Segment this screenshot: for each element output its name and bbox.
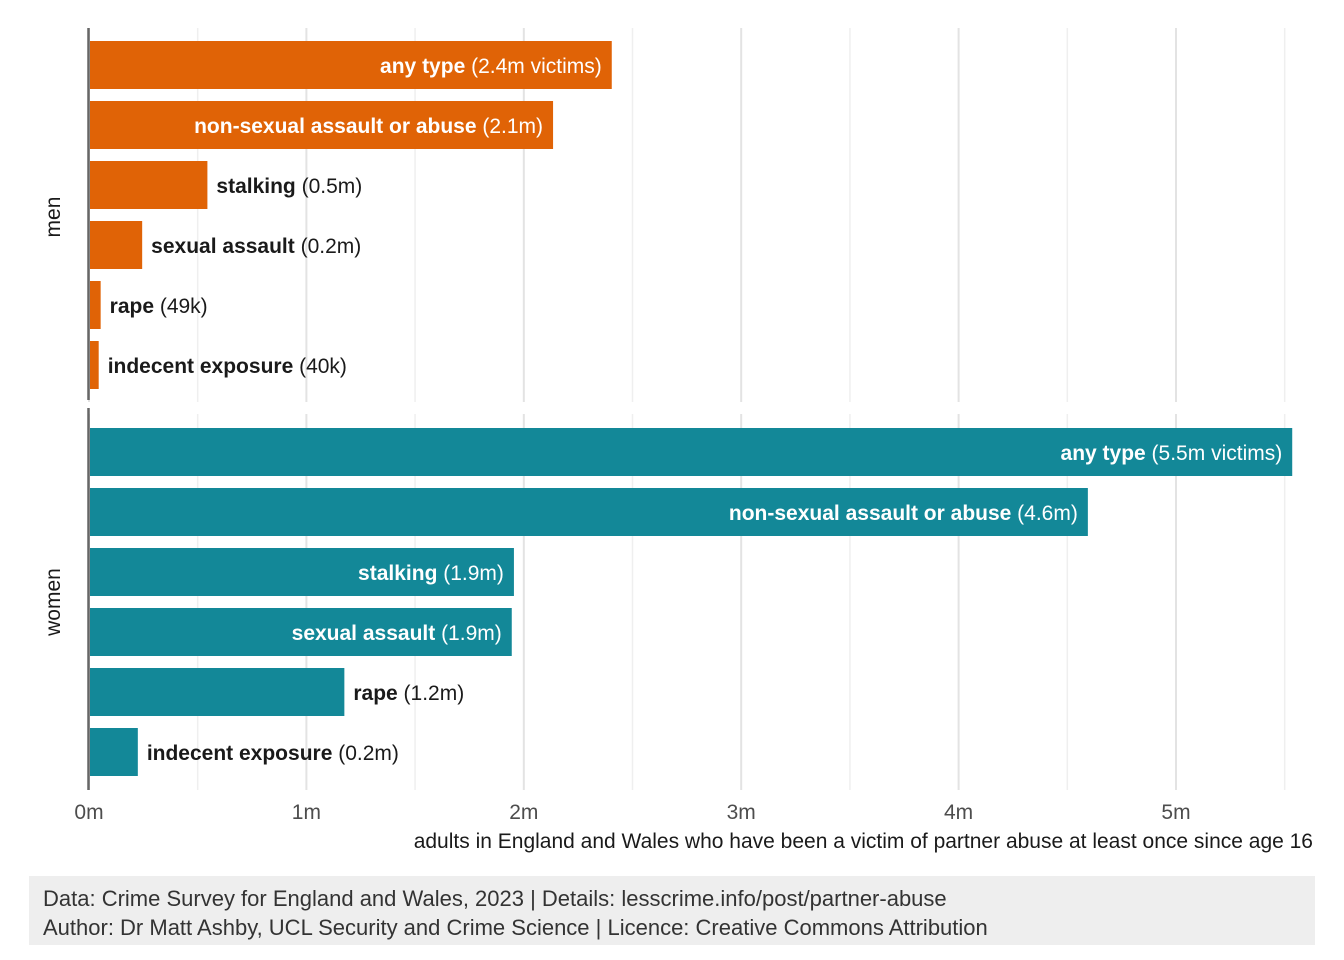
bar-label: any type (2.4m victims) [380,55,602,78]
bar-category-label: sexual assault [292,622,436,645]
bar-category-label: stalking [358,562,437,585]
panel-men: men any type (2.4m victims) non-sexual ass… [42,28,612,400]
chart-caption: Data: Crime Survey for England and Wales… [29,876,1315,945]
x-axis: 0m 1m 2m 3m 4m 5m [74,801,1190,824]
bar-category-label: sexual assault [151,235,295,258]
bar-label: any type (5.5m victims) [1061,442,1283,465]
bar-women-indecent-exposure [90,728,138,776]
x-tick-label: 4m [944,801,973,824]
bar-women-sexual-assault [90,608,512,656]
facet-gap [60,402,1320,414]
bar-value-label: (1.2m) [398,682,465,705]
bar-category-label: stalking [216,175,295,198]
x-tick-label: 0m [74,801,103,824]
bar-label: sexual assault (1.9m) [292,622,502,645]
bar-women-rape [90,668,345,716]
bar-label: stalking (0.5m) [216,175,362,198]
bar-value-label: (0.5m) [296,175,363,198]
bar-label: sexual assault (0.2m) [151,235,361,258]
bar-category-label: any type [1061,442,1146,465]
bar-label: indecent exposure (0.2m) [147,742,399,765]
bar-women-any-type [90,428,1293,476]
bar-value-label: (4.6m) [1011,502,1078,525]
bar-category-label: indecent exposure [147,742,333,765]
bar-category-label: rape [353,682,397,705]
bar-category-label: non-sexual assault or abuse [194,115,476,138]
bar-value-label: (1.9m) [437,562,504,585]
bar-category-label: rape [110,295,154,318]
x-tick-label: 3m [727,801,756,824]
panel-women: women any type (5.5m victims) non-sexual a… [42,408,1293,790]
bar-men-sexual-assault [90,221,143,269]
bar-label: non-sexual assault or abuse (4.6m) [729,502,1078,525]
bar-men-stalking [90,161,208,209]
caption-line-author: Author: Dr Matt Ashby, UCL Security and … [43,915,988,940]
bar-label: indecent exposure (40k) [108,355,347,378]
bar-value-label: (40k) [293,355,347,378]
facet-label-women: women [42,568,65,637]
bar-label: non-sexual assault or abuse (2.1m) [194,115,543,138]
bar-value-label: (1.9m) [435,622,502,645]
bar-value-label: (49k) [154,295,208,318]
bar-women-stalking [90,548,514,596]
x-axis-title: adults in England and Wales who have bee… [414,830,1313,853]
bar-label: rape (1.2m) [353,682,464,705]
bar-category-label: any type [380,55,465,78]
bar-category-label: indecent exposure [108,355,294,378]
bar-women-non-sexual-assault-or-abuse [90,488,1088,536]
bar-value-label: (5.5m victims) [1146,442,1283,465]
caption-line-source: Data: Crime Survey for England and Wales… [43,886,947,911]
bar-label: rape (49k) [110,295,208,318]
bar-men-indecent-exposure [90,341,99,389]
facet-label-men: men [42,197,65,238]
x-tick-label: 5m [1161,801,1190,824]
x-tick-label: 1m [292,801,321,824]
bar-value-label: (2.4m victims) [465,55,602,78]
bar-value-label: (0.2m) [295,235,362,258]
bar-category-label: non-sexual assault or abuse [729,502,1011,525]
chart-panels: men any type (2.4m victims) non-sexual ass… [42,28,1293,790]
x-tick-label: 2m [509,801,538,824]
bar-label: stalking (1.9m) [358,562,504,585]
bar-men-non-sexual-assault-or-abuse [90,101,554,149]
bar-value-label: (2.1m) [477,115,544,138]
bar-men-any-type [90,41,612,89]
bar-men-rape [90,281,101,329]
gridlines [60,28,1320,790]
bar-value-label: (0.2m) [332,742,399,765]
